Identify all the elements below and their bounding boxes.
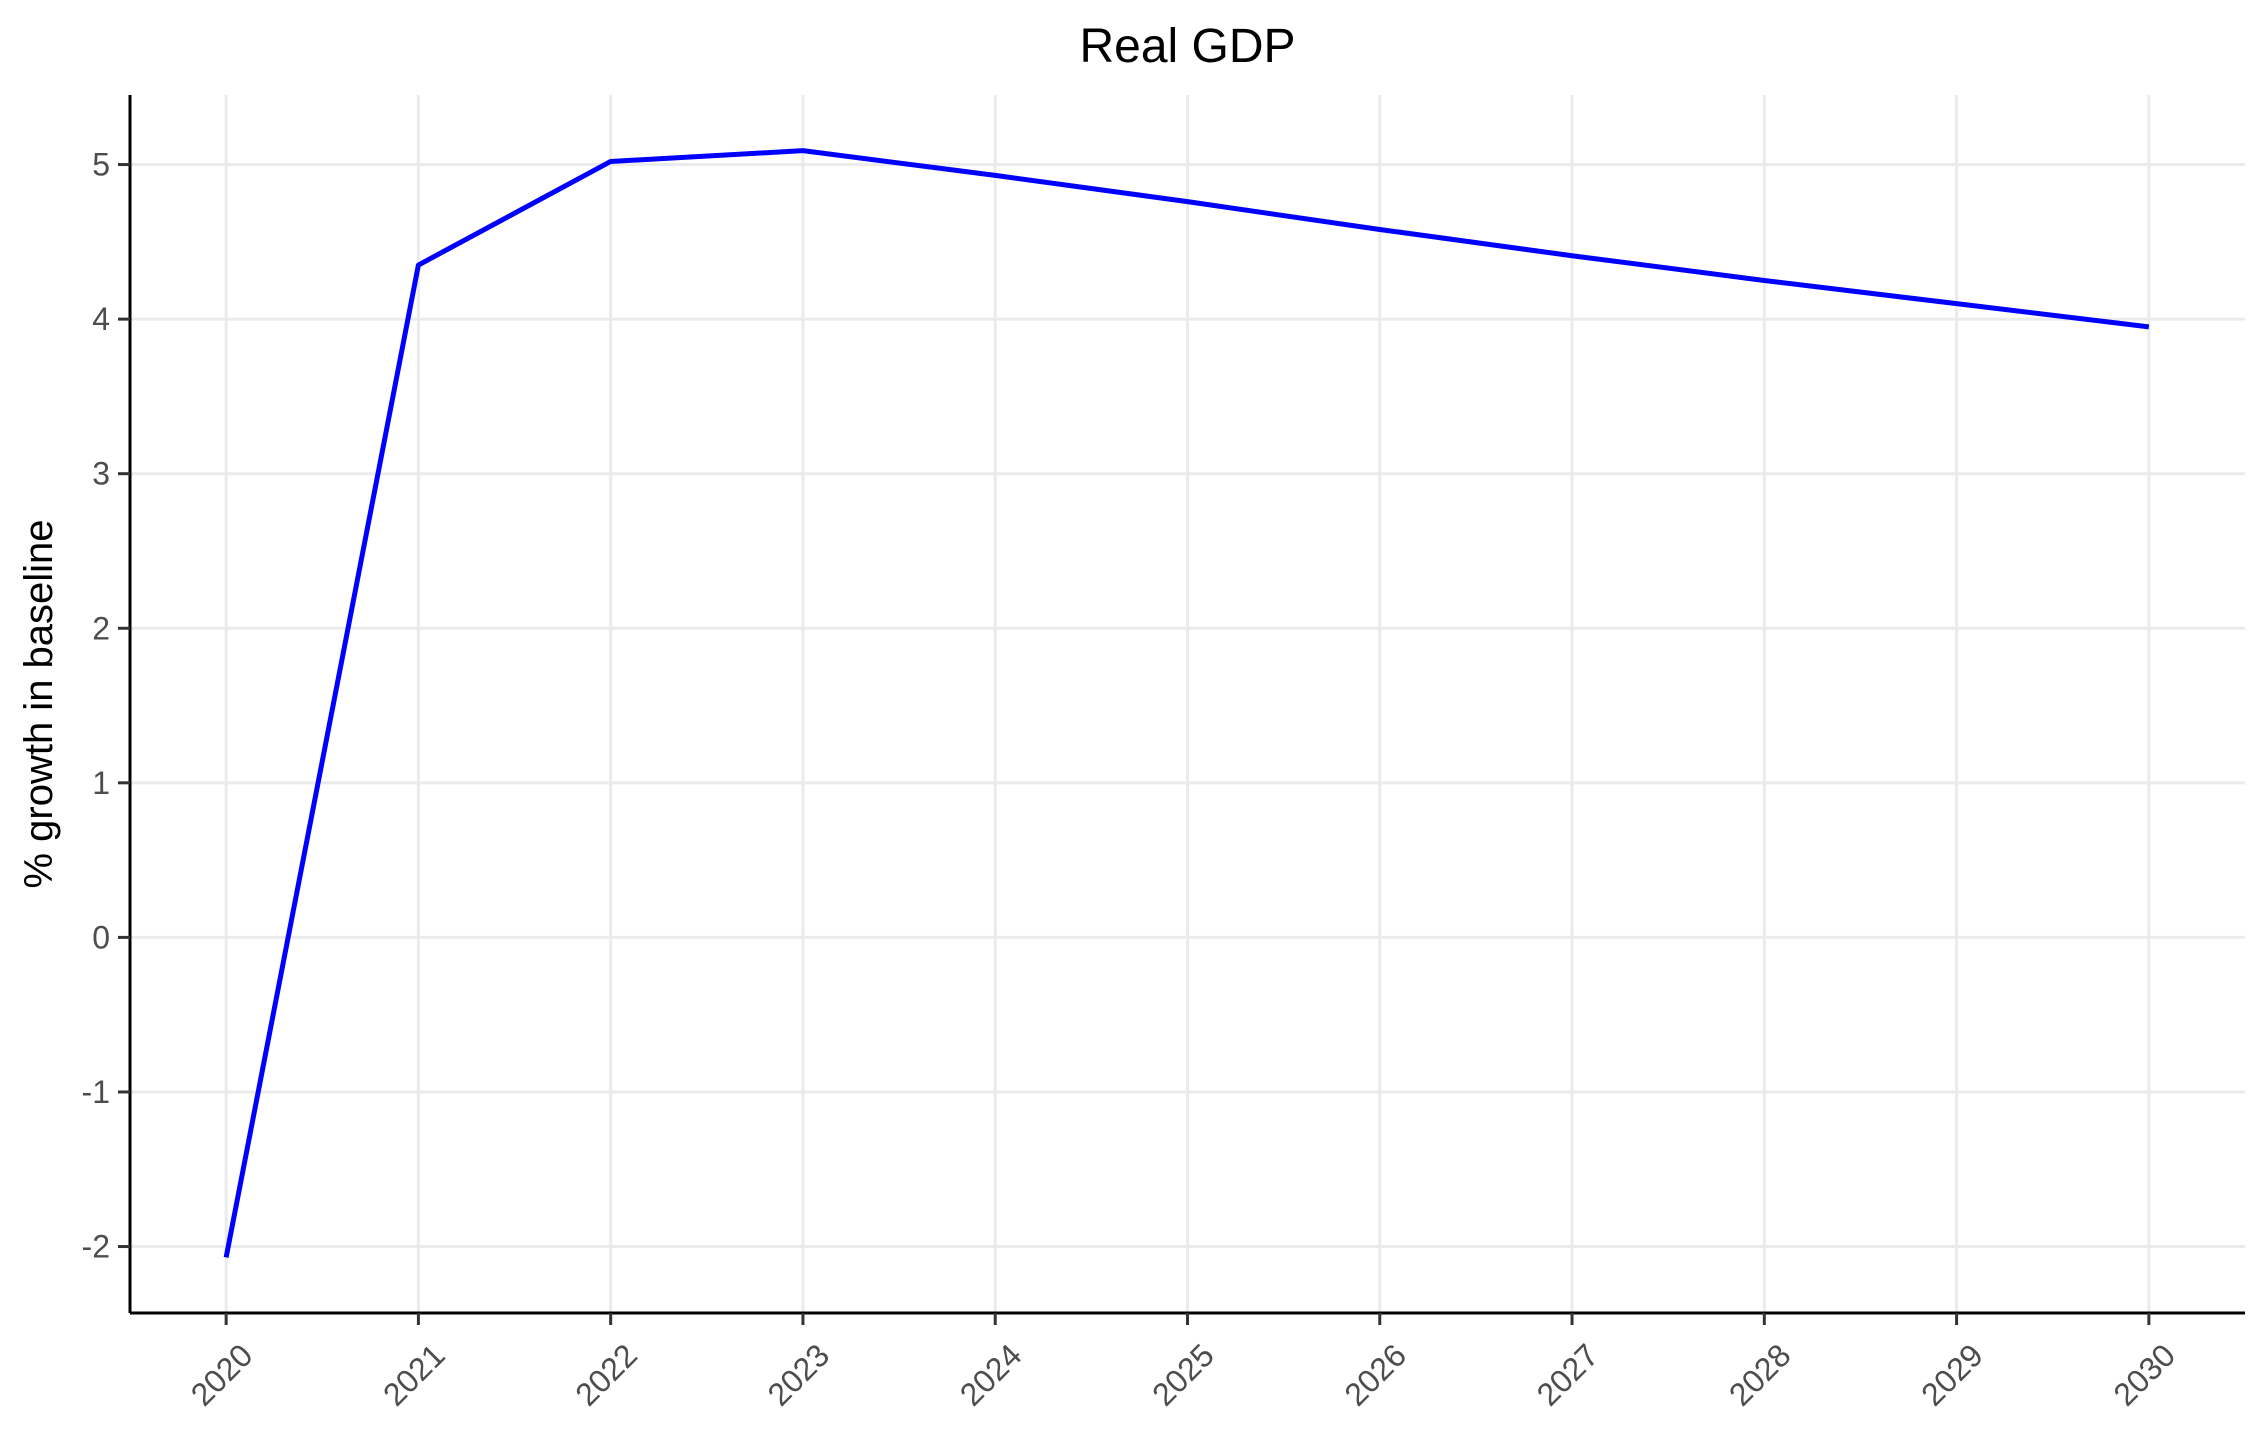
series-line — [223, 148, 2150, 1258]
y-tick-label: 3 — [92, 456, 110, 492]
y-tick-label: 0 — [92, 919, 110, 955]
y-axis-ticks: -2 -1 0 1 2 3 4 5 — [82, 147, 130, 1265]
y-tick-label: 4 — [92, 301, 110, 337]
x-tick-label: 2023 — [761, 1337, 837, 1413]
y-tick-label: -2 — [82, 1229, 110, 1265]
x-tick-label: 2027 — [1530, 1337, 1606, 1413]
x-tick-label: 2020 — [184, 1337, 260, 1413]
chart-title: Real GDP — [1079, 20, 1295, 73]
x-tick-label: 2024 — [953, 1337, 1029, 1413]
x-tick-label: 2021 — [376, 1337, 452, 1413]
y-tick-label: 1 — [92, 765, 110, 801]
x-tick-label: 2022 — [568, 1337, 644, 1413]
x-tick-label: 2029 — [1914, 1337, 1990, 1413]
y-axis-label: % growth in baseline — [17, 519, 61, 888]
y-tick-label: 5 — [92, 147, 110, 183]
series-layer — [223, 148, 2150, 1258]
x-gridlines — [224, 95, 2151, 1313]
y-tick-label: 2 — [92, 610, 110, 646]
x-tick-label: 2025 — [1145, 1337, 1221, 1413]
x-tick-label: 2030 — [2106, 1337, 2182, 1413]
x-tick-label: 2026 — [1337, 1337, 1413, 1413]
x-tick-label: 2028 — [1722, 1337, 1798, 1413]
x-axis-ticks: 2020 2021 2022 2023 2024 2025 2026 2027 2028 2029… — [184, 1313, 2182, 1413]
y-tick-label: -1 — [82, 1074, 110, 1110]
